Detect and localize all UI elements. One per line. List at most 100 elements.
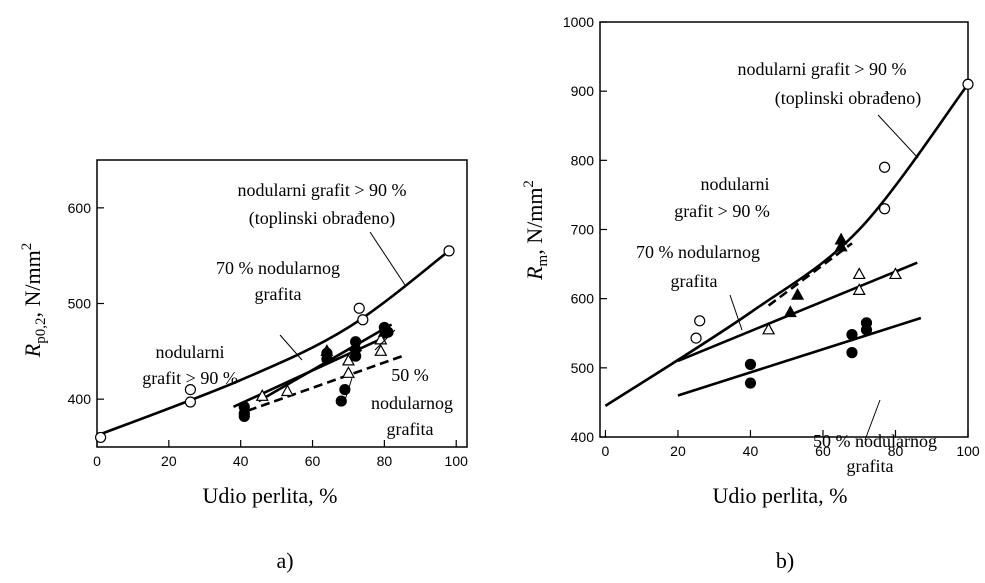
x-tick-label: 20	[161, 453, 177, 469]
annotation: nodularni grafit > 90 %	[737, 59, 906, 79]
point	[341, 353, 355, 366]
y-tick-label: 400	[571, 429, 595, 445]
annotation: grafita	[387, 419, 434, 439]
y-tick-label: 1000	[563, 14, 594, 30]
panel-label: b)	[776, 548, 794, 573]
x-tick-label: 100	[445, 453, 469, 469]
annotation: nodularnog	[371, 393, 453, 413]
x-tick-label: 80	[377, 453, 393, 469]
x-tick-label: 60	[815, 443, 831, 459]
point	[846, 329, 858, 341]
point	[834, 239, 848, 252]
annotation: nodularni	[701, 174, 770, 194]
y-tick-label: 600	[68, 200, 92, 216]
x-tick-label: 60	[305, 453, 321, 469]
point	[783, 305, 797, 318]
point	[341, 366, 355, 378]
point	[879, 203, 891, 215]
x-tick-label: 80	[888, 443, 904, 459]
annotation: 50 % nodularnog	[813, 431, 937, 451]
y-tick-label: 500	[571, 360, 595, 376]
point	[791, 287, 805, 300]
panel-label: a)	[276, 548, 293, 573]
y-tick-label: 700	[571, 222, 595, 238]
point	[374, 344, 388, 356]
point	[255, 389, 269, 401]
y-axis-label: Rm, N/mm2	[521, 180, 551, 281]
annotation: grafita	[671, 271, 718, 291]
point	[888, 267, 903, 280]
y-label-unit: , N/mm	[20, 250, 45, 317]
point	[357, 314, 369, 326]
panel: 0 20 40 60 80 100 400 500 600 nodularni grafit > …	[19, 159, 469, 573]
y-tick-label: 600	[571, 291, 595, 307]
annotation: (toplinski obrađeno)	[249, 208, 395, 229]
point	[694, 315, 706, 327]
point	[349, 339, 363, 352]
annotation: grafit > 90 %	[674, 201, 770, 221]
point	[350, 350, 362, 362]
y-label-symbol: R	[522, 266, 547, 281]
y-axis-label: Rp0,2, N/mm2	[19, 243, 49, 358]
y-tick-label: 400	[68, 391, 92, 407]
point	[335, 395, 347, 407]
y-label-sub: p0,2	[33, 318, 49, 344]
y-label-sub: m	[535, 254, 551, 266]
x-axis-label: Udio perlita, %	[202, 483, 337, 508]
leader-line	[864, 399, 881, 441]
y-label-sup: 2	[521, 180, 537, 188]
point	[846, 347, 858, 359]
panel: 0 20 40 60 80 100 400 500 600 700 800 900 1000 nodula…	[521, 14, 980, 573]
point	[94, 431, 107, 444]
point	[852, 283, 866, 295]
y-label-unit: , N/mm	[522, 188, 547, 255]
fit-line	[677, 316, 922, 397]
point	[320, 344, 334, 356]
annotation: grafita	[847, 456, 894, 476]
fit-line	[604, 83, 970, 407]
annotation: nodularni	[156, 342, 225, 362]
annotation: 70 % nodularnog	[636, 242, 760, 262]
x-tick-label: 20	[670, 443, 686, 459]
point	[852, 267, 866, 280]
y-tick-label: 900	[571, 83, 595, 99]
point	[238, 410, 250, 422]
point	[744, 358, 757, 370]
point	[184, 396, 196, 408]
leader-line	[369, 231, 406, 286]
annotation: 70 % nodularnog	[216, 258, 340, 278]
point	[443, 245, 455, 257]
leader-line	[729, 294, 743, 331]
annotation: nodularni grafit > 90 %	[237, 180, 406, 200]
x-tick-label: 40	[233, 453, 249, 469]
point	[184, 384, 196, 396]
x-axis-label: Udio perlita, %	[712, 483, 847, 508]
x-tick-label: 0	[93, 453, 101, 469]
annotation: 50 %	[391, 365, 429, 385]
point	[762, 322, 776, 335]
y-tick-label: 500	[68, 296, 92, 312]
x-tick-label: 100	[956, 443, 980, 459]
leader-line	[374, 329, 396, 351]
point	[962, 78, 974, 90]
leader-line	[344, 377, 353, 401]
x-tick-label: 0	[602, 443, 610, 459]
point	[353, 302, 365, 314]
point	[690, 332, 702, 344]
point	[744, 377, 757, 389]
annotation: grafita	[255, 284, 302, 304]
leader-line	[279, 334, 303, 361]
x-tick-label: 40	[743, 443, 759, 459]
y-label-symbol: R	[20, 343, 45, 358]
leader-line	[877, 114, 919, 159]
fit-line	[767, 242, 853, 307]
point	[879, 161, 891, 173]
point	[280, 384, 294, 397]
fit-line	[96, 249, 450, 437]
y-label-sup: 2	[19, 243, 35, 251]
point	[377, 324, 391, 337]
y-tick-label: 800	[571, 152, 595, 168]
annotation: (toplinski obrađeno)	[775, 88, 921, 109]
annotation: grafit > 90 %	[142, 368, 238, 388]
